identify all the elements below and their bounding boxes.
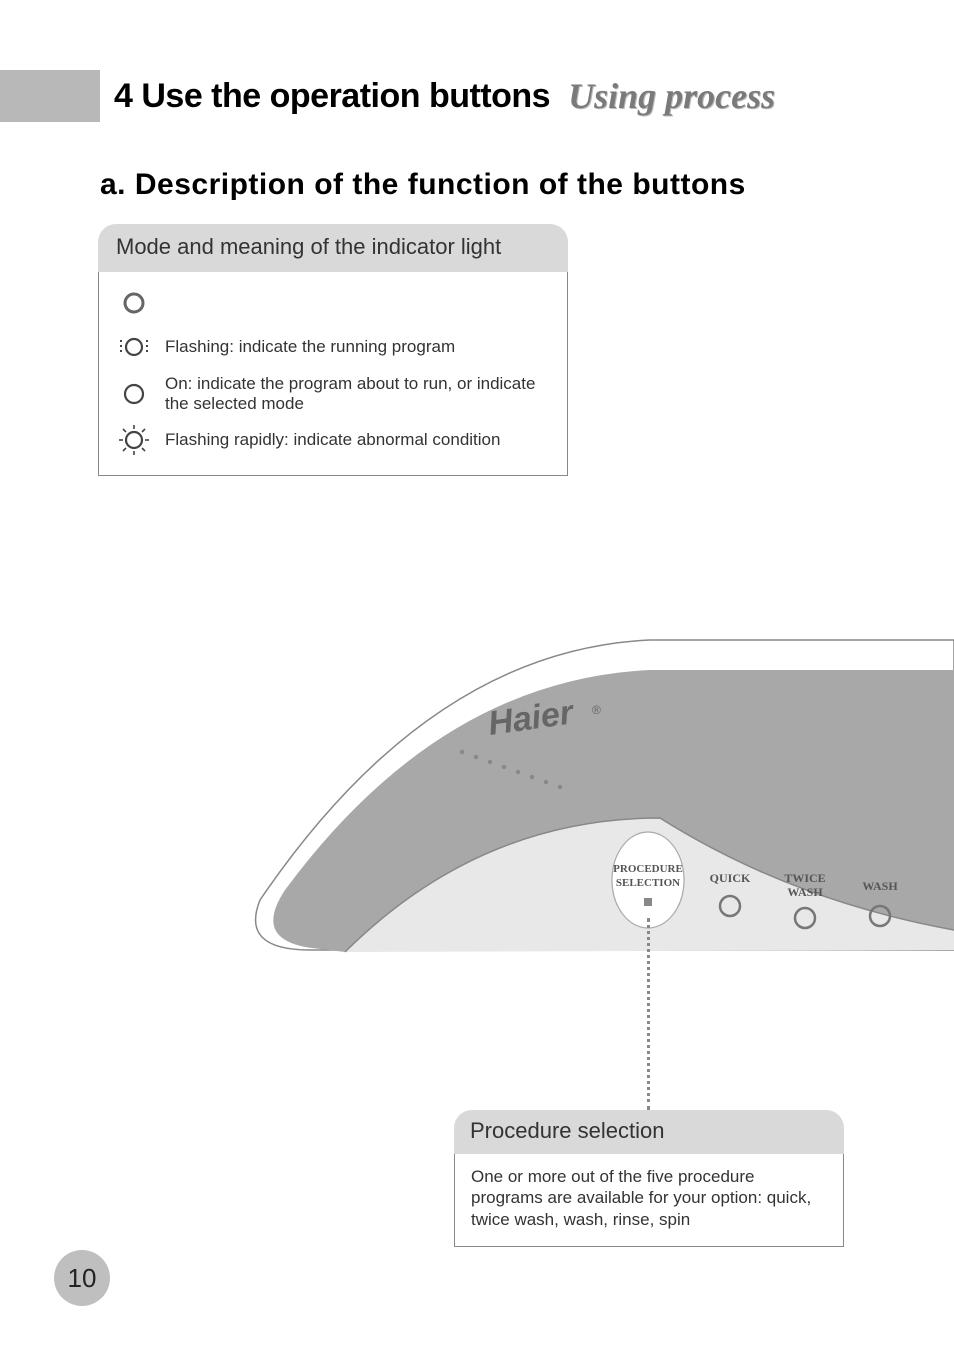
procedure-callout-body: One or more out of the five procedure pr… xyxy=(454,1154,844,1247)
subsection-heading: a. Description of the function of the bu… xyxy=(100,168,746,202)
wash-label: WASH xyxy=(862,879,898,893)
header-grey-tab xyxy=(0,70,100,122)
page-header: 4 Use the operation buttons Using proces… xyxy=(0,70,954,122)
procedure-callout: Procedure selection One or more out of t… xyxy=(454,1110,844,1247)
connector-line xyxy=(647,918,650,1110)
indicator-row-off xyxy=(117,286,549,320)
indicator-row-rapid: Flashing rapidly: indicate abnormal cond… xyxy=(117,423,549,457)
indicator-rapid-icon xyxy=(117,423,151,457)
indicator-callout: Mode and meaning of the indicator light … xyxy=(98,224,568,476)
procedure-callout-title: Procedure selection xyxy=(454,1110,844,1154)
section-title: 4 Use the operation buttons xyxy=(114,77,550,116)
indicator-rapid-text: Flashing rapidly: indicate abnormal cond… xyxy=(165,430,500,450)
control-panel-illustration: Haier ® PROCEDURE SELECTION QUICK TWICE … xyxy=(230,590,954,1030)
indicator-off-icon xyxy=(117,286,151,320)
procedure-label-1: PROCEDURE xyxy=(613,863,683,875)
control-panel-svg: Haier ® PROCEDURE SELECTION QUICK TWICE … xyxy=(230,590,954,1030)
twice-wash-label-1: TWICE xyxy=(784,871,825,885)
indicator-callout-title: Mode and meaning of the indicator light xyxy=(98,224,568,272)
indicator-flashing-text: Flashing: indicate the running program xyxy=(165,337,455,357)
indicator-row-flashing: Flashing: indicate the running program xyxy=(117,330,549,364)
indicator-on-icon xyxy=(117,377,151,411)
quick-label: QUICK xyxy=(710,871,751,885)
indicator-on-text: On: indicate the program about to run, o… xyxy=(165,374,549,413)
indicator-flashing-icon xyxy=(117,330,151,364)
page-number: 10 xyxy=(54,1250,110,1306)
procedure-label-2: SELECTION xyxy=(616,877,680,889)
brand-registered-icon: ® xyxy=(592,703,601,717)
twice-wash-label-2: WASH xyxy=(787,885,823,899)
indicator-row-on: On: indicate the program about to run, o… xyxy=(117,374,549,413)
indicator-callout-body: Flashing: indicate the running program O… xyxy=(98,272,568,476)
section-subtitle-italic: Using process xyxy=(568,75,775,117)
procedure-indicator-icon xyxy=(644,898,652,906)
